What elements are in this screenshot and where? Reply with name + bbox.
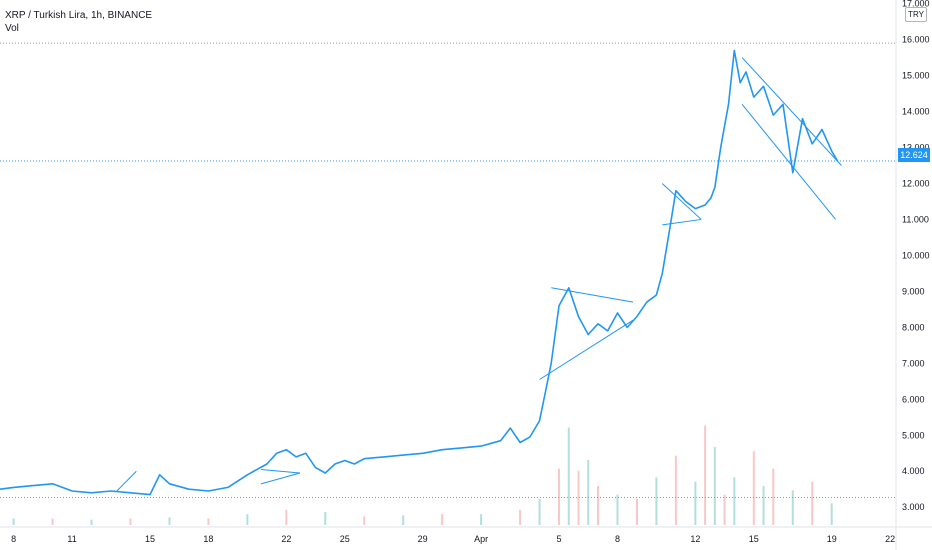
volume-bar <box>772 468 775 525</box>
trendline[interactable] <box>741 57 842 166</box>
volume-bar <box>704 425 707 525</box>
time-tick-label: 8 <box>615 534 620 544</box>
time-axis[interactable]: 8 11 15 18 22 25 29 Apr 5 8 12 15 19 22 <box>11 534 895 544</box>
price-tick-label: 7.000 <box>902 358 925 368</box>
trendline[interactable] <box>260 472 301 485</box>
price-tick-label: 6.000 <box>902 394 925 404</box>
volume-bar <box>791 490 794 525</box>
price-tick-label: 15.000 <box>902 71 930 81</box>
time-tick-label: Apr <box>474 534 488 544</box>
time-tick-label: 18 <box>203 534 213 544</box>
volume-bar <box>90 519 93 525</box>
volume-bar <box>207 518 210 525</box>
price-series[interactable] <box>0 49 839 496</box>
time-tick-label: 12 <box>690 534 700 544</box>
reference-lines <box>0 42 896 499</box>
volume-bar <box>441 514 444 525</box>
price-line[interactable] <box>0 49 839 496</box>
volume-bar <box>51 518 54 525</box>
volume-bar <box>12 518 15 525</box>
price-tick-label: 17.000 <box>902 0 930 9</box>
currency-badge[interactable]: TRY <box>905 7 927 22</box>
volume-bar <box>674 455 677 525</box>
price-tick-label: 13.000 <box>902 142 930 152</box>
volume-bar <box>723 494 726 525</box>
volume-bar <box>655 477 658 525</box>
chart-legend: XRP / Turkish Lira, 1h, BINANCE Vol <box>5 9 152 35</box>
volume-bar <box>733 477 736 525</box>
volume-bar <box>480 514 483 525</box>
volume-bar <box>752 451 755 525</box>
volume-bar <box>694 481 697 525</box>
time-tick-label: 8 <box>11 534 16 544</box>
trendline[interactable] <box>741 104 837 220</box>
price-tick-label: 12.000 <box>902 178 930 188</box>
volume-bars <box>12 425 833 525</box>
volume-bar <box>363 516 366 525</box>
time-tick-label: 22 <box>885 534 895 544</box>
price-tick-label: 9.000 <box>902 286 925 296</box>
volume-indicator-label[interactable]: Vol <box>5 23 19 34</box>
volume-bar <box>519 509 522 525</box>
price-tick-label: 16.000 <box>902 35 930 45</box>
symbol-title[interactable]: XRP / Turkish Lira, 1h, BINANCE <box>5 10 153 21</box>
time-tick-label: 11 <box>67 534 76 544</box>
volume-bar <box>567 427 570 525</box>
last-price-label: 12.624 <box>898 148 930 162</box>
volume-bar <box>713 447 716 525</box>
volume-bar <box>587 460 590 525</box>
volume-bar <box>324 512 327 525</box>
volume-bar <box>762 486 765 525</box>
trendline[interactable] <box>551 287 634 303</box>
time-tick-label: 5 <box>557 534 562 544</box>
time-tick-label: 25 <box>340 534 350 544</box>
price-tick-label: 14.000 <box>902 107 930 117</box>
time-tick-label: 15 <box>749 534 759 544</box>
volume-bar <box>168 517 171 525</box>
trendline[interactable] <box>539 319 634 380</box>
price-tick-label: 10.000 <box>902 250 930 260</box>
trendline[interactable] <box>661 183 702 220</box>
price-tick-label: 11.000 <box>902 214 929 224</box>
price-tick-label: 5.000 <box>902 430 925 440</box>
price-tick-label: 8.000 <box>902 322 925 332</box>
volume-bar <box>616 494 619 525</box>
volume-bar <box>830 503 833 525</box>
volume-bar <box>558 468 561 525</box>
trendline[interactable] <box>260 468 301 474</box>
time-tick-label: 15 <box>145 534 155 544</box>
trendlines[interactable] <box>116 57 842 492</box>
volume-bar <box>811 481 814 525</box>
volume-bar <box>129 518 132 525</box>
volume-bar <box>246 514 249 525</box>
price-axis[interactable]: 3.000 4.000 5.000 6.000 7.000 8.000 9.000 10.00… <box>902 0 930 512</box>
price-tick-label: 4.000 <box>902 466 925 476</box>
time-tick-label: 22 <box>281 534 291 544</box>
time-tick-label: 19 <box>827 534 837 544</box>
price-tick-label: 3.000 <box>902 502 925 512</box>
volume-bar <box>402 515 405 525</box>
volume-bar <box>635 499 638 525</box>
trendline[interactable] <box>662 218 702 226</box>
time-tick-label: 29 <box>418 534 428 544</box>
volume-bar <box>596 486 599 525</box>
trendline[interactable] <box>116 470 137 492</box>
volume-bar <box>577 470 580 525</box>
volume-bar <box>285 509 288 525</box>
volume-bar <box>538 499 541 525</box>
